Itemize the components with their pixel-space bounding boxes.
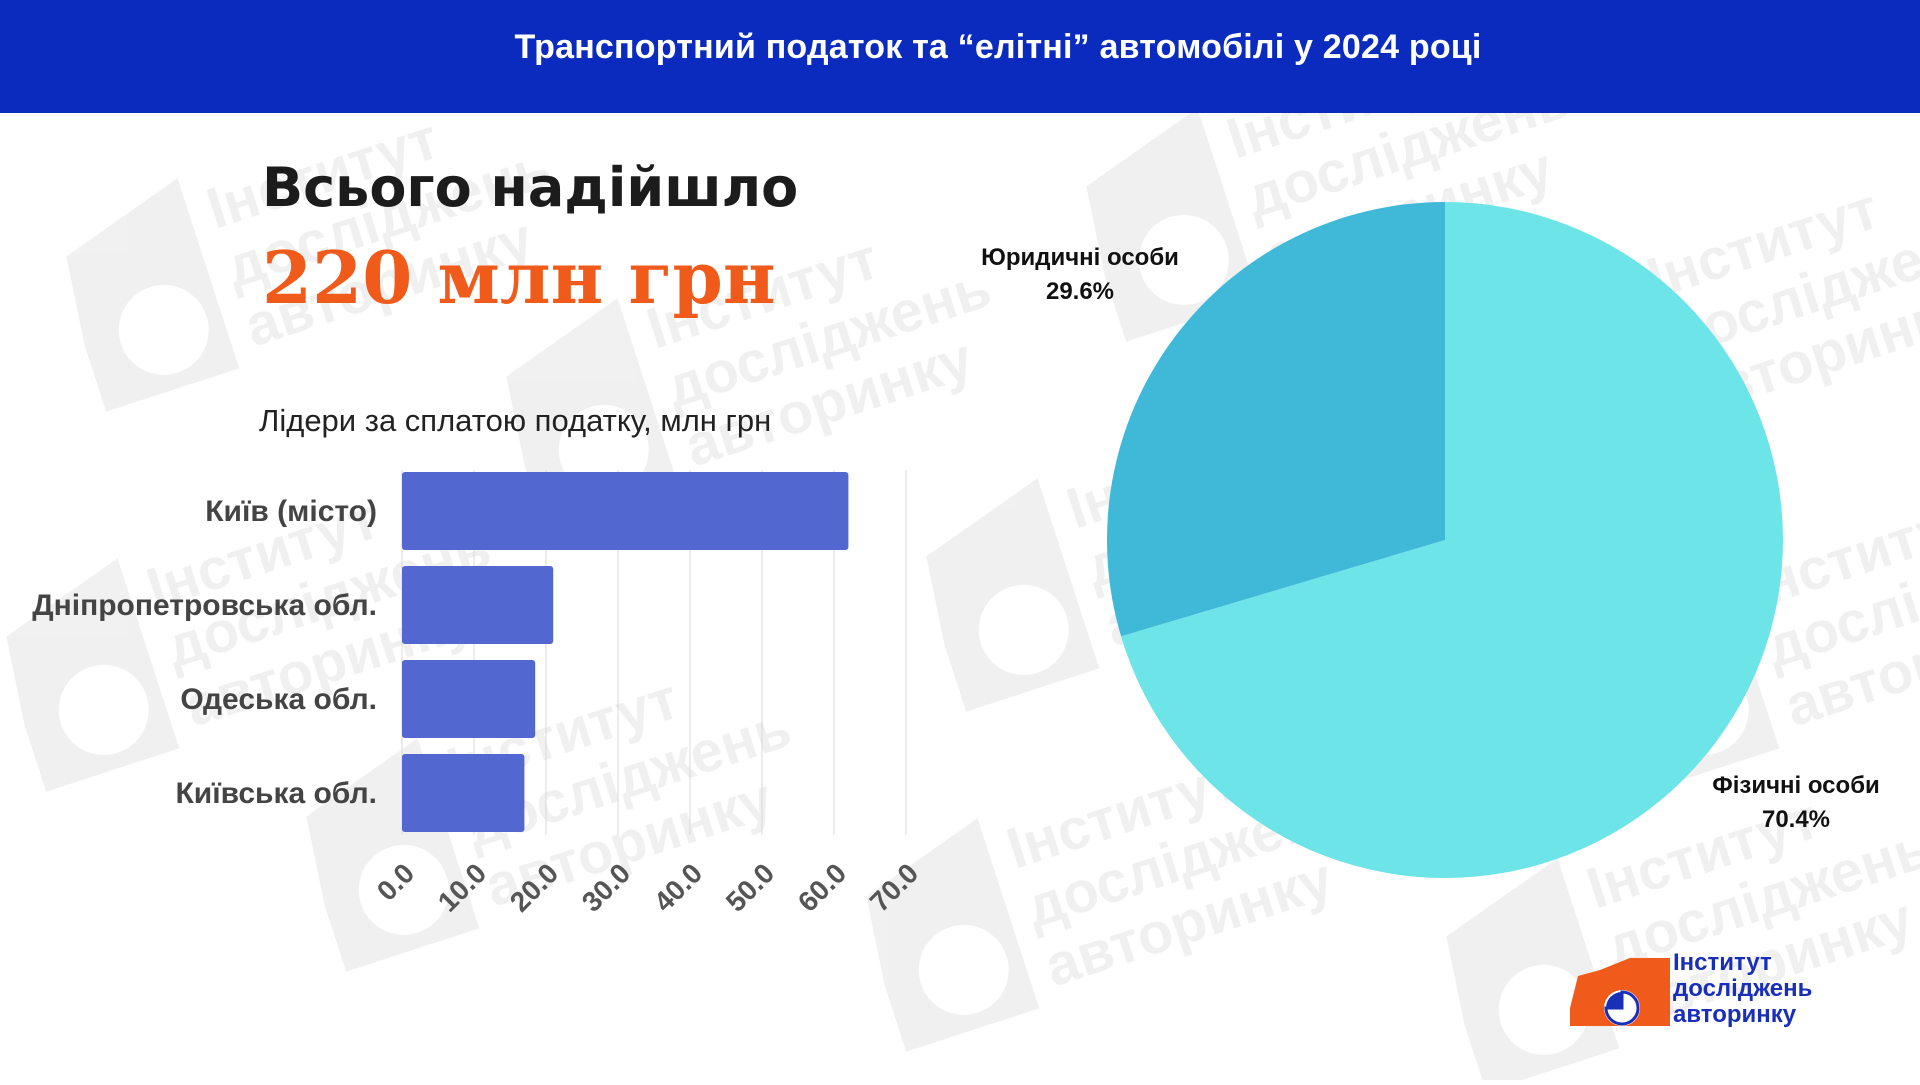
bar-tick-label: 60.0 (792, 857, 852, 917)
pie-label-legal-name: Юридичні особи (981, 244, 1179, 271)
watermark-car-shape (66, 178, 240, 412)
bar-chart: 0.0 10.0 20.0 30.0 40.0 50.0 60.0 70.0 Київ (міс… (32, 470, 924, 918)
logo-line-3: авторинку (1673, 1001, 1797, 1028)
watermark-wheel (978, 584, 1069, 675)
watermark-wheel (118, 284, 209, 375)
pie-label-individuals-name: Фізичні особи (1712, 772, 1880, 799)
bar-category-label: Дніпропетровська обл. (32, 589, 377, 622)
bar-category-label: Київ (місто) (205, 495, 377, 528)
pie-slice-1 (1121, 202, 1783, 878)
pie-label-legal: Юридичні особи 29.6% (960, 241, 1200, 309)
total-value: 220 млн грн (262, 235, 776, 320)
total-label: Всього надійшло (262, 156, 799, 219)
bar-4 (402, 754, 525, 832)
logo-text: Інститут досліджень авторинку (1673, 950, 1812, 1028)
bar-category-label: Київська обл. (175, 777, 377, 810)
page-title: Транспортний податок та “елітні” автомоб… (514, 28, 1482, 66)
pie-chart (1107, 202, 1783, 878)
bar-tick-label: 10.0 (432, 857, 492, 917)
bar-2 (402, 566, 554, 644)
pie-label-legal-value: 29.6% (1045, 278, 1115, 305)
pie-slice-2 (1107, 202, 1445, 637)
bar-1 (402, 472, 849, 550)
logo-line-2: досліджень (1673, 975, 1813, 1002)
header-banner: Транспортний податок та “елітні” автомоб… (0, 0, 1920, 113)
logo-line-1: Інститут (1673, 949, 1772, 976)
bar-tick-label: 20.0 (504, 857, 564, 917)
bar-tick-label: 0.0 (371, 857, 420, 906)
bar-3 (402, 660, 536, 738)
bar-tick-label: 30.0 (576, 857, 636, 917)
bar-tick-label: 70.0 (864, 857, 924, 917)
logo-wheel-rest (1604, 990, 1640, 1026)
pie-label-individuals-value: 70.4% (1761, 806, 1831, 833)
pie-label-individuals: Фізичні особи 70.4% (1676, 769, 1916, 837)
logo-mark (1570, 958, 1670, 1026)
bar-category-label: Одеська обл. (180, 683, 377, 716)
bar-tick-label: 40.0 (648, 857, 708, 917)
logo-wheel-quarter (1606, 992, 1622, 1008)
bar-tick-label: 50.0 (720, 857, 780, 917)
bar-chart-title: Лідери за сплатою податку, млн грн (259, 403, 772, 438)
